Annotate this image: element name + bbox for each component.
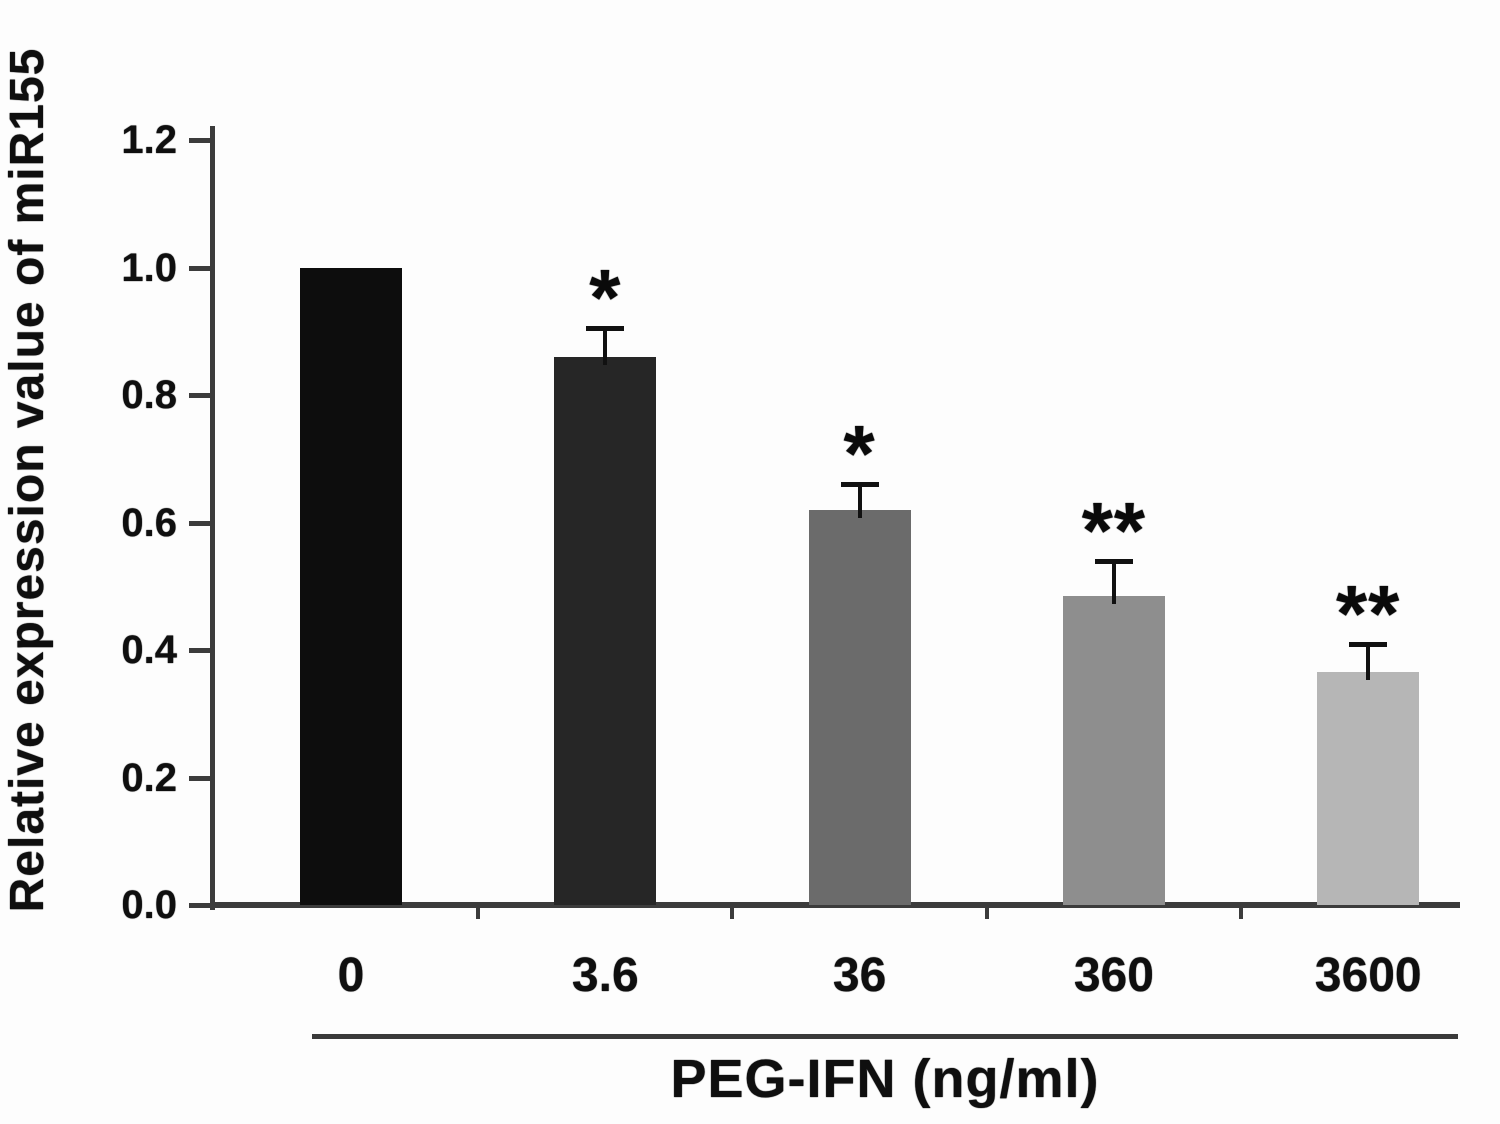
y-tick-label: 1.0 bbox=[121, 245, 177, 290]
y-tick-label: 0.8 bbox=[121, 373, 177, 417]
y-tick-mark bbox=[189, 265, 213, 271]
x-tick-label: 0 bbox=[337, 949, 365, 1002]
significance-marker: * bbox=[589, 253, 622, 343]
bar-3600 bbox=[1317, 672, 1420, 905]
x-tick-mark bbox=[730, 905, 735, 919]
y-tick-mark bbox=[189, 138, 213, 143]
x-tick-mark bbox=[1239, 905, 1244, 919]
significance-marker: ** bbox=[1081, 485, 1147, 575]
error-bar-line bbox=[1366, 643, 1371, 681]
x-tick-mark bbox=[984, 905, 989, 919]
x-axis-title: PEG-IFN (ng/ml) bbox=[670, 1049, 1100, 1109]
error-bar-cap bbox=[1349, 641, 1388, 647]
y-tick-mark bbox=[189, 520, 213, 526]
y-tick-label: 0.4 bbox=[121, 628, 177, 672]
bar-36 bbox=[808, 509, 911, 905]
x-tick-label: 3600 bbox=[1314, 949, 1422, 1002]
significance-marker: * bbox=[843, 409, 876, 499]
y-tick-mark bbox=[189, 775, 213, 781]
x-tick-label: 3.6 bbox=[571, 949, 639, 1002]
significance-marker: ** bbox=[1336, 568, 1401, 658]
y-tick-label: 0.0 bbox=[121, 883, 177, 927]
x-tick-mark bbox=[476, 905, 481, 919]
y-tick-mark bbox=[189, 903, 213, 908]
x-tick-label: 36 bbox=[832, 949, 887, 1002]
x-category-group-line bbox=[312, 1034, 1458, 1039]
x-tick-label: 360 bbox=[1073, 949, 1154, 1002]
error-bar-line bbox=[857, 484, 862, 518]
bar-0 bbox=[300, 267, 402, 905]
y-tick-mark bbox=[189, 648, 213, 653]
error-bar-line bbox=[1111, 560, 1116, 604]
y-axis-line bbox=[210, 126, 215, 910]
y-tick-label: 0.6 bbox=[121, 500, 177, 545]
y-tick-mark bbox=[189, 393, 213, 398]
x-axis-line bbox=[210, 902, 1460, 908]
error-bar-line bbox=[603, 328, 608, 365]
error-bar-cap bbox=[586, 326, 625, 332]
error-bar-cap bbox=[840, 482, 879, 488]
bar-360 bbox=[1062, 595, 1165, 905]
y-tick-label: 1.2 bbox=[121, 118, 177, 162]
y-tick-label: 0.2 bbox=[121, 755, 177, 800]
bar-3.6 bbox=[554, 356, 657, 905]
error-bar-cap bbox=[1094, 558, 1133, 564]
